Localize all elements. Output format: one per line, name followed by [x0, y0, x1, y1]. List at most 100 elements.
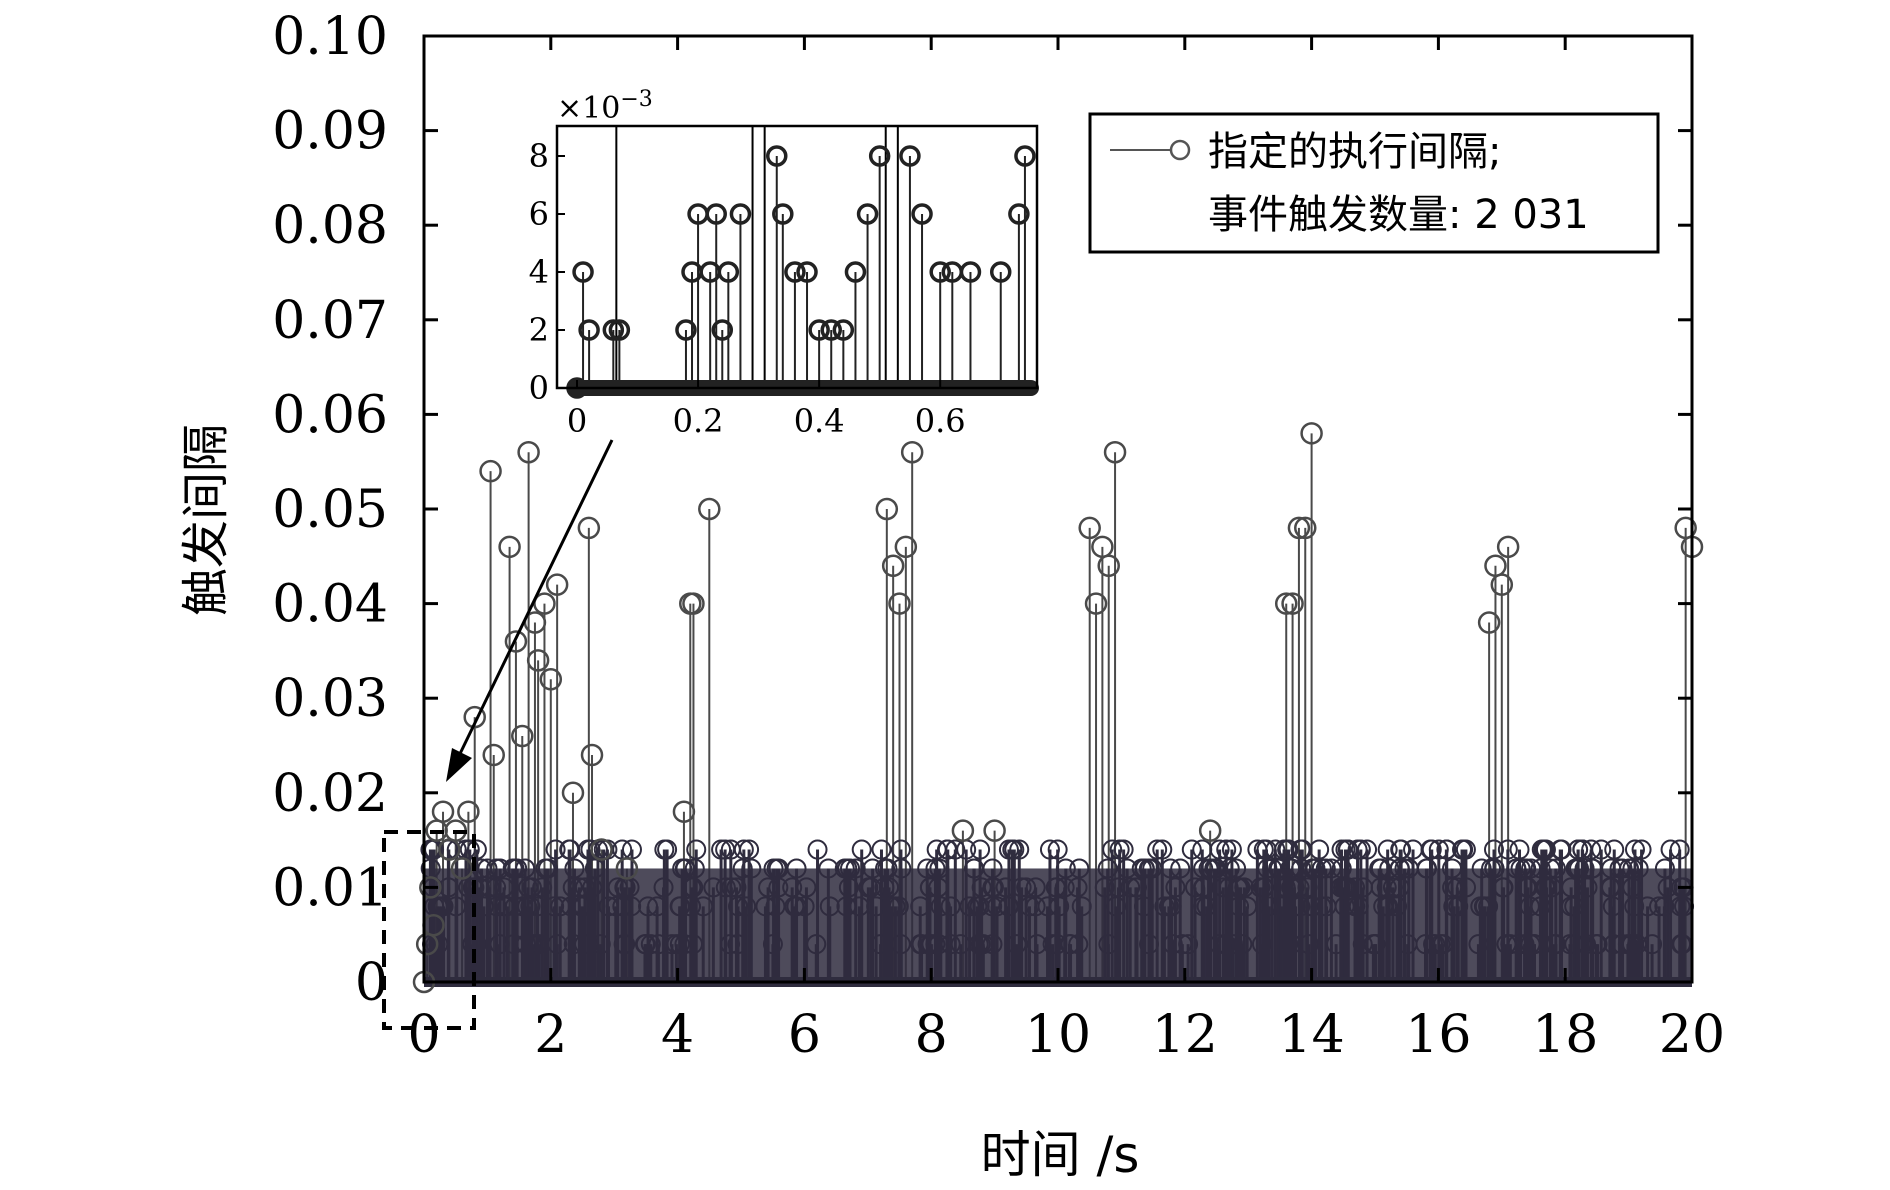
- inset-data-point: [808, 319, 830, 341]
- inset-x-tick-label: 0: [567, 402, 587, 440]
- data-point: [511, 724, 534, 748]
- inset-data-point: [784, 261, 806, 283]
- data-point: [983, 819, 1006, 842]
- inset-frame: [555, 124, 1039, 390]
- data-point: [539, 668, 563, 691]
- legend: 指定的执行间隔; 事件触发数量: 2 031: [1088, 112, 1660, 254]
- y-tick-label: 0.06: [272, 385, 388, 445]
- y-tick-label: 0.02: [272, 764, 388, 824]
- band-marker: [654, 839, 675, 860]
- inset-data-point: [766, 145, 788, 167]
- x-tick-label: 10: [1025, 1005, 1091, 1065]
- data-point: [1103, 440, 1127, 464]
- data-point: [545, 573, 569, 596]
- data-point: [1198, 819, 1222, 842]
- data-point: [1097, 554, 1120, 578]
- data-point: [479, 459, 502, 483]
- data-point: [463, 705, 486, 729]
- data-point: [615, 857, 639, 880]
- legend-box: [1088, 112, 1660, 254]
- inset-data-point: [608, 319, 631, 341]
- y-tick-label: 0.04: [272, 575, 388, 635]
- y-axis-title: 触发间隔: [178, 424, 234, 616]
- inset-y-tick-label: 2: [529, 311, 549, 349]
- inset-data-point: [899, 145, 921, 167]
- band-marker: [1604, 839, 1625, 860]
- legend-line1: 指定的执行间隔;: [1208, 129, 1501, 175]
- data-point: [526, 649, 550, 672]
- band-marker: [1004, 839, 1025, 860]
- band-marker: [459, 839, 480, 860]
- inset-data-point: [705, 203, 727, 225]
- band-marker: [1290, 839, 1311, 860]
- inset-data-point: [844, 261, 867, 283]
- band-marker: [1039, 839, 1060, 860]
- main-plot-markers: [412, 422, 1704, 994]
- band-marker: [936, 839, 957, 860]
- inset-y-tick-label: 8: [529, 137, 549, 175]
- data-point: [504, 630, 528, 653]
- band-marker: [1253, 839, 1274, 860]
- inset-data-point: [929, 261, 951, 283]
- inset-data-point: [868, 145, 891, 167]
- y-tick-label: 0.10: [272, 7, 388, 67]
- data-point: [875, 497, 899, 521]
- data-point: [1274, 592, 1298, 615]
- band-marker: [1265, 839, 1286, 860]
- x-tick-label: 12: [1152, 1005, 1218, 1065]
- data-point: [672, 800, 696, 823]
- band-marker: [1631, 839, 1652, 860]
- zoom-region-box: [382, 830, 476, 1030]
- data-point: [498, 535, 521, 559]
- x-tick-label: 16: [1405, 1005, 1471, 1065]
- inset-data-point: [856, 203, 879, 225]
- band-marker: [970, 839, 991, 860]
- inset-data-point: [572, 261, 594, 283]
- data-point: [419, 876, 442, 899]
- inset-axes: [555, 124, 1039, 390]
- inset-x-tick-label: 0.2: [673, 402, 724, 440]
- data-point: [482, 743, 505, 767]
- main-dense-band: [420, 839, 1695, 987]
- band-marker: [807, 839, 828, 860]
- data-point: [590, 838, 613, 861]
- band-marker: [871, 839, 892, 860]
- x-tick-label: 20: [1659, 1005, 1725, 1065]
- x-axis-title: 时间 /s: [981, 1126, 1140, 1184]
- data-point: [888, 592, 911, 615]
- band-marker: [711, 839, 732, 860]
- data-point: [457, 800, 480, 823]
- y-tick-label: 0.01: [272, 858, 388, 918]
- data-point: [682, 592, 705, 615]
- inset-y-tick-label: 0: [529, 369, 549, 407]
- band-marker: [1209, 839, 1230, 860]
- zoom-arrow: [446, 439, 614, 782]
- data-point: [951, 819, 975, 842]
- data-point: [1477, 611, 1501, 634]
- data-point: [1084, 592, 1108, 615]
- x-tick-label: 8: [915, 1005, 948, 1065]
- x-tick-label: 4: [661, 1005, 694, 1065]
- inset-data-point: [989, 261, 1012, 283]
- data-point: [1078, 516, 1101, 540]
- inset-background: [557, 126, 1037, 410]
- inset-y-tick-label: 4: [529, 253, 549, 291]
- main-ticks: 0 2 4 6 8 10 12 14 16 18 2000.010.020.030.040.050.…: [272, 7, 1725, 1065]
- band-marker: [733, 839, 754, 860]
- inset-data-point: [832, 319, 855, 341]
- inset-data-point: [959, 261, 982, 283]
- data-point: [1496, 535, 1520, 559]
- inset-y-tick-label: 6: [529, 195, 549, 233]
- band-marker: [1660, 839, 1681, 860]
- data-point: [1294, 516, 1317, 540]
- band-marker: [890, 839, 911, 860]
- band-marker: [1347, 839, 1368, 860]
- inset-data-point: [911, 203, 933, 225]
- data-point: [698, 497, 721, 521]
- inset-data-point: [820, 319, 842, 341]
- x-tick-label: 2: [534, 1005, 567, 1065]
- y-tick-label: 0.05: [272, 480, 388, 540]
- band-marker: [1403, 839, 1424, 860]
- x-tick-label: 14: [1279, 1005, 1345, 1065]
- x-tick-label: 6: [788, 1005, 821, 1065]
